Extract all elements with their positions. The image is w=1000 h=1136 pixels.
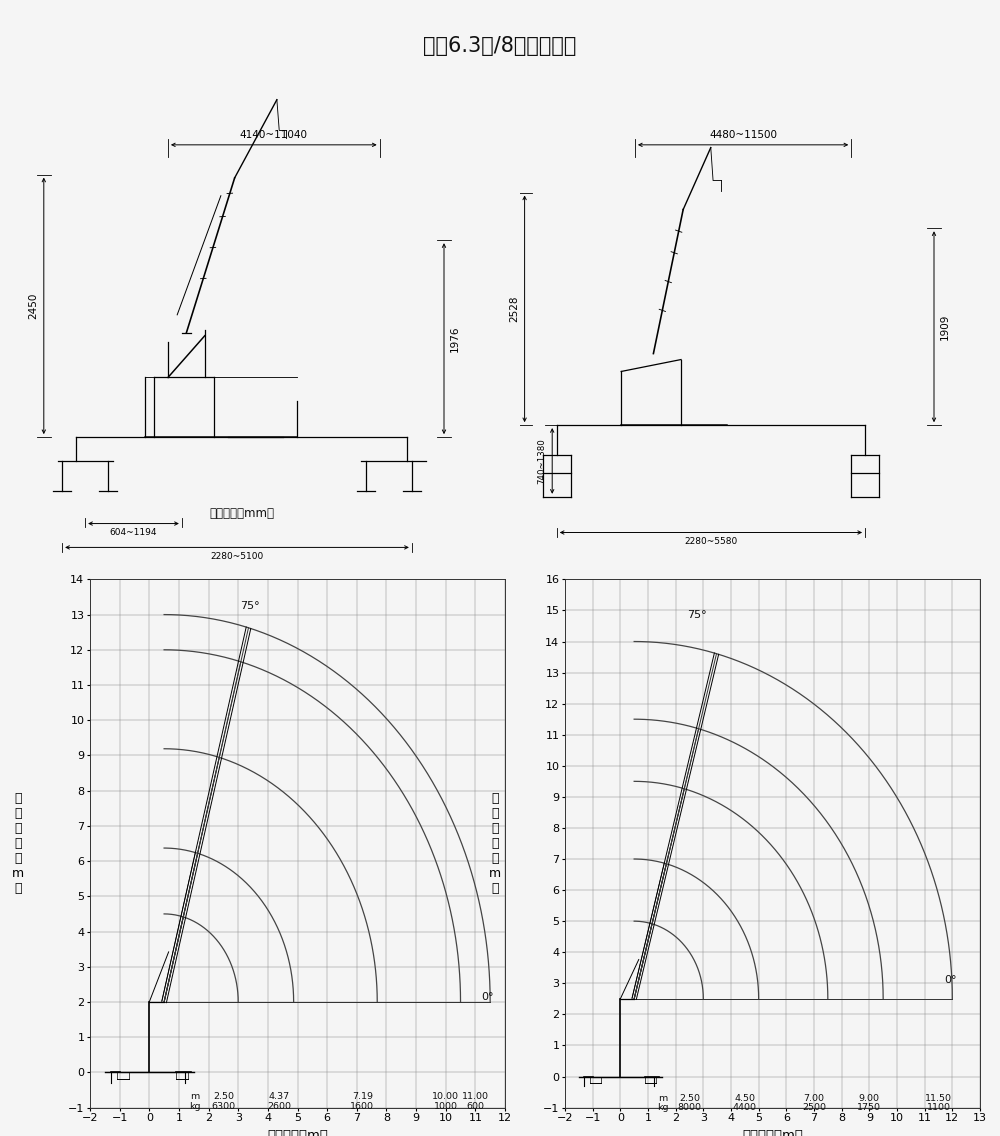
Text: 举
升
高
度
（
m
）: 举 升 高 度 （ m ）	[12, 792, 24, 895]
Text: 2528: 2528	[509, 295, 519, 323]
Text: 2500: 2500	[802, 1103, 826, 1112]
Text: 4.50: 4.50	[734, 1094, 755, 1103]
Text: kg: kg	[657, 1103, 669, 1112]
Text: 1750: 1750	[857, 1103, 881, 1112]
Text: 600: 600	[466, 1102, 484, 1111]
Text: 2450: 2450	[28, 293, 38, 319]
Text: 7.19: 7.19	[352, 1092, 373, 1101]
Text: 8000: 8000	[678, 1103, 702, 1112]
Text: 1909: 1909	[940, 314, 950, 340]
Text: 举
升
高
度
（
m
）: 举 升 高 度 （ m ）	[489, 792, 501, 895]
Text: 徐工6.3吨/8吨起重参数: 徐工6.3吨/8吨起重参数	[423, 36, 577, 57]
Text: 9.00: 9.00	[859, 1094, 880, 1103]
Text: 2280~5100: 2280~5100	[210, 552, 264, 561]
Text: 2.50: 2.50	[679, 1094, 700, 1103]
Text: m: m	[191, 1092, 200, 1101]
X-axis label: 工作幅度（m）: 工作幅度（m）	[267, 1129, 328, 1136]
Text: 4.37: 4.37	[268, 1092, 289, 1101]
Text: 11.00: 11.00	[462, 1092, 489, 1101]
Text: 4400: 4400	[733, 1103, 757, 1112]
Text: 6300: 6300	[211, 1102, 235, 1111]
Text: 1000: 1000	[434, 1102, 458, 1111]
Text: kg: kg	[189, 1102, 201, 1111]
X-axis label: 工作幅度（m）: 工作幅度（m）	[742, 1129, 803, 1136]
Text: 0°: 0°	[481, 992, 494, 1002]
Text: 1600: 1600	[350, 1102, 374, 1111]
Text: 604~1194: 604~1194	[110, 528, 157, 537]
Text: 75°: 75°	[687, 610, 706, 620]
Text: 1100: 1100	[926, 1103, 950, 1112]
Text: 10.00: 10.00	[432, 1092, 459, 1101]
Text: 支腿跨距（mm）: 支腿跨距（mm）	[209, 507, 274, 520]
Text: 0°: 0°	[944, 975, 957, 985]
Text: 75°: 75°	[240, 601, 259, 611]
Text: 2600: 2600	[267, 1102, 291, 1111]
Text: 4140~11040: 4140~11040	[240, 130, 308, 140]
Text: 1976: 1976	[450, 325, 460, 352]
Text: m: m	[659, 1094, 668, 1103]
Text: 4480~11500: 4480~11500	[709, 130, 777, 140]
Text: 2.50: 2.50	[213, 1092, 234, 1101]
Text: 740~1380: 740~1380	[538, 438, 547, 484]
Text: 7.00: 7.00	[804, 1094, 824, 1103]
Text: 11.50: 11.50	[925, 1094, 952, 1103]
Text: 2280~5580: 2280~5580	[684, 537, 738, 546]
